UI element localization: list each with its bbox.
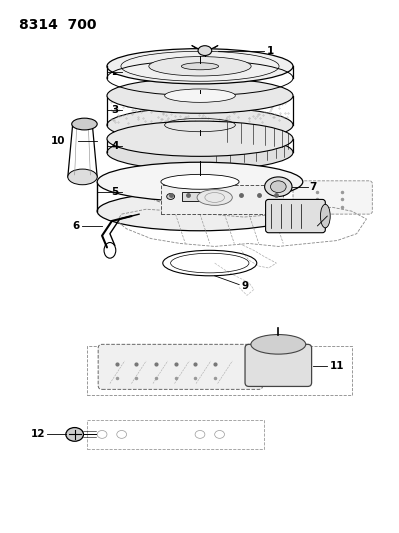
Ellipse shape: [167, 193, 174, 199]
Ellipse shape: [320, 204, 330, 228]
Ellipse shape: [107, 135, 293, 170]
Ellipse shape: [72, 118, 97, 130]
Text: 12: 12: [31, 430, 45, 439]
Bar: [87, 419, 264, 449]
Bar: [161, 185, 283, 214]
Bar: [87, 346, 352, 395]
Text: 11: 11: [330, 361, 345, 371]
Ellipse shape: [182, 63, 219, 70]
Ellipse shape: [66, 427, 83, 441]
Text: 7: 7: [310, 182, 317, 192]
Ellipse shape: [107, 49, 293, 84]
Ellipse shape: [97, 191, 303, 231]
Bar: [182, 191, 217, 201]
Text: 10: 10: [50, 136, 65, 146]
Ellipse shape: [271, 181, 286, 192]
Ellipse shape: [198, 46, 212, 55]
Ellipse shape: [97, 162, 303, 201]
Ellipse shape: [165, 89, 235, 102]
Text: 8314  700: 8314 700: [19, 18, 96, 33]
Text: 5: 5: [111, 187, 119, 197]
Ellipse shape: [265, 177, 292, 197]
Text: 3: 3: [111, 106, 119, 115]
Ellipse shape: [149, 56, 251, 76]
FancyBboxPatch shape: [245, 344, 312, 386]
Ellipse shape: [107, 78, 293, 114]
Ellipse shape: [161, 174, 239, 189]
Text: 1: 1: [267, 46, 274, 55]
Ellipse shape: [68, 169, 97, 185]
FancyBboxPatch shape: [98, 344, 263, 390]
Ellipse shape: [107, 121, 293, 156]
Ellipse shape: [107, 107, 293, 143]
Text: 4: 4: [111, 141, 119, 151]
Text: 6: 6: [72, 221, 79, 231]
FancyBboxPatch shape: [293, 181, 372, 214]
Ellipse shape: [251, 335, 306, 354]
Text: 8: 8: [320, 221, 327, 231]
Text: 2: 2: [111, 67, 119, 77]
FancyBboxPatch shape: [266, 199, 325, 233]
Text: 9: 9: [241, 280, 248, 290]
Ellipse shape: [197, 190, 232, 205]
